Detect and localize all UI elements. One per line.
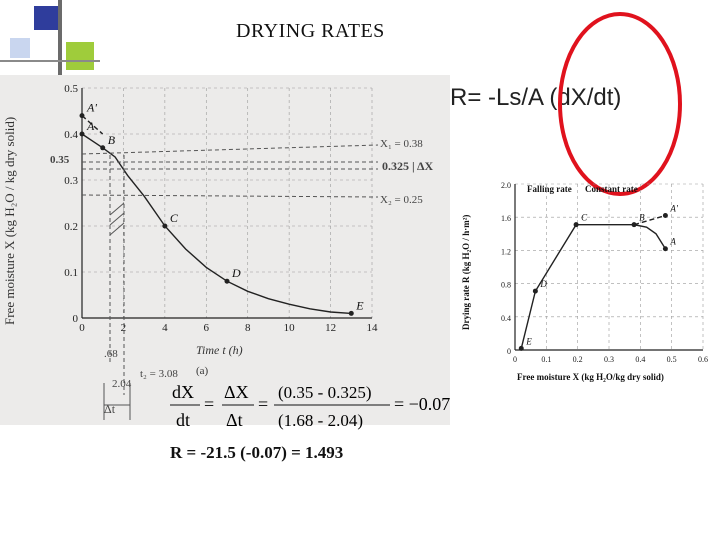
annotation-t204: 2.04	[112, 378, 132, 390]
point-label: C	[581, 213, 588, 223]
left-chart-ticks: 0 2 4 6 8 10 12 14 0 0.1 0.2 0.3 0.4 0.5	[64, 83, 378, 334]
data-point-B	[100, 145, 106, 151]
corner-decoration	[0, 0, 100, 90]
x-tick-label: 0.6	[698, 355, 708, 364]
derivative-calculation: dX dt = ΔX Δt = (0.35 - 0.325) (1.68 - 2…	[168, 378, 468, 443]
data-point-D	[224, 278, 230, 284]
falling-rate-label: Falling rate	[527, 184, 572, 194]
data-point-A	[79, 131, 85, 137]
rate-formula: R= -Ls/A (dX/dt)	[450, 84, 622, 111]
hand-drawn-hatching	[103, 202, 131, 420]
scan-background	[0, 75, 450, 425]
y-tick-label: 2.0	[501, 181, 511, 190]
left-chart: 0 2 4 6 8 10 12 14 0 0.1 0.2 0.3 0.4 0.5 A' AB C D E Free…	[0, 75, 450, 425]
calc-frac-den: (1.68 - 2.04)	[278, 411, 363, 430]
data-point-Aprime	[662, 213, 668, 219]
annotation-t2: t₂ = 3.08	[140, 368, 178, 380]
data-point-Aprime	[79, 113, 85, 119]
x-tick-label: 12	[325, 322, 336, 334]
constant-rate-label: Constant rate	[585, 184, 638, 194]
point-label: E	[355, 298, 364, 312]
y-tick-label: 1.2	[501, 247, 511, 256]
series-line-1	[81, 115, 104, 135]
point-label: A	[669, 237, 676, 247]
calc-fraction: dX dt = ΔX Δt = (0.35 - 0.325) (1.68 - 2…	[170, 382, 450, 430]
right-chart-points: E D C B A' A	[518, 204, 679, 351]
x-tick-label: 6	[204, 322, 210, 334]
highlight-ellipse	[558, 12, 682, 196]
left-chart-axes	[81, 88, 372, 319]
x-tick-label: 0.5	[667, 355, 677, 364]
right-chart-axes	[514, 184, 703, 351]
svg-text:=: =	[204, 394, 214, 414]
point-label: A'	[669, 204, 678, 214]
annotation-delta-x: 0.325 | ΔX	[382, 159, 434, 173]
hand-drawn-guides	[81, 144, 379, 395]
data-point-C	[162, 223, 168, 229]
result-line: R = -21.5 (-0.07) = 1.493	[170, 443, 344, 462]
series-line-0	[81, 133, 352, 315]
annotation-delta-t: Δt	[104, 402, 116, 416]
calc-mid-den: Δt	[226, 410, 243, 430]
calc-lhs-num: dX	[172, 382, 194, 402]
x-tick-label: 8	[245, 322, 251, 334]
annotation-x2: X₂ = 0.25	[380, 194, 423, 206]
right-chart-ticks: 0 0.1 0.2 0.3 0.4 0.5 0.6 0 0.4 0.8 1.2 1.6 2.0	[501, 181, 708, 364]
calc-mid-num: ΔX	[224, 382, 249, 402]
svg-text:=: =	[258, 394, 268, 414]
right-chart: 0 0.1 0.2 0.3 0.4 0.5 0.6 0 0.4 0.8 1.2 1.6 2.0 E D C B…	[461, 181, 708, 382]
left-chart-series	[81, 115, 352, 315]
calc-frac-num: (0.35 - 0.325)	[278, 383, 371, 402]
x-tick-label: 2	[121, 322, 127, 334]
y-tick-label: 0.2	[64, 221, 78, 233]
left-chart-ylabel: Free moisture X (kg H₂O / kg dry solid)	[2, 117, 17, 325]
data-point-D	[532, 288, 538, 294]
point-label: C	[170, 211, 179, 225]
data-point-A	[662, 246, 668, 252]
series-line-1	[633, 214, 666, 226]
data-point-C	[573, 222, 579, 228]
x-tick-label: 0.3	[604, 355, 614, 364]
y-tick-label: 0.5	[64, 83, 78, 95]
point-label: B	[639, 213, 645, 223]
x-tick-label: 0	[513, 355, 517, 364]
annotation-y035: 0.35	[50, 154, 70, 166]
point-label: A'	[86, 101, 97, 115]
corner-squares	[0, 0, 100, 76]
slide-title: DRYING RATES	[236, 20, 385, 42]
y-tick-label: 0.3	[64, 175, 78, 187]
calc-result-value: = −0.07	[394, 394, 450, 414]
data-point-B	[631, 222, 637, 228]
annotation-x1: X₁ = 0.38	[380, 138, 423, 150]
x-tick-label: 0.4	[635, 355, 645, 364]
y-tick-label: 0	[73, 313, 79, 325]
point-label: A	[86, 119, 95, 133]
data-point-E	[348, 310, 354, 316]
x-tick-label: 14	[367, 322, 379, 334]
x-tick-label: 0	[79, 322, 85, 334]
data-point-E	[518, 345, 524, 351]
y-tick-label: 0	[507, 347, 511, 356]
point-label: B	[108, 133, 116, 147]
point-label: E	[525, 336, 532, 346]
point-label: D	[231, 266, 241, 280]
x-tick-label: 0.1	[541, 355, 551, 364]
left-chart-points: A' AB C D E	[79, 101, 364, 316]
x-tick-label: 4	[162, 322, 168, 334]
right-chart-xlabel: Free moisture X (kg H₂O/kg dry solid)	[517, 372, 664, 382]
calc-lhs-den: dt	[176, 410, 190, 430]
x-tick-label: 0.2	[573, 355, 583, 364]
y-tick-label: 0.4	[501, 314, 511, 323]
annotation-t168: .68	[104, 348, 118, 360]
x-tick-label: 10	[284, 322, 296, 334]
right-chart-ylabel: Drying rate R (kg H₂O / h·m²)	[461, 215, 471, 330]
left-chart-xlabel: Time t (h)	[196, 343, 243, 357]
y-tick-label: 0.1	[64, 267, 78, 279]
left-chart-caption: (a)	[196, 365, 209, 377]
y-tick-label: 0.4	[64, 129, 78, 141]
y-tick-label: 1.6	[501, 214, 511, 223]
y-tick-label: 0.8	[501, 281, 511, 290]
point-label: D	[539, 279, 547, 289]
